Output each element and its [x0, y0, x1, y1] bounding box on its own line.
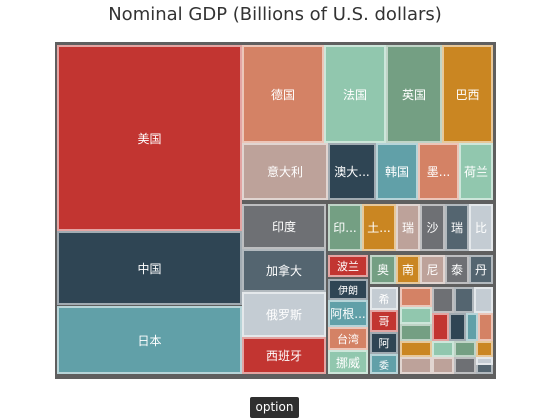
- treemap-tile[interactable]: 中国: [57, 231, 242, 305]
- treemap-tile[interactable]: [432, 287, 454, 313]
- treemap-tile[interactable]: 英国: [386, 45, 442, 143]
- treemap-tile[interactable]: 德国: [242, 45, 324, 143]
- treemap-tile[interactable]: 瑞: [445, 204, 469, 251]
- treemap-tile[interactable]: [400, 287, 432, 307]
- treemap-plot-area: 美国 中国 日本 德国 法国 英国 巴西意大利 澳大... 韩国 墨... 荷兰印度 印... 土...…: [55, 42, 496, 379]
- treemap-tile[interactable]: 哥: [370, 310, 398, 332]
- treemap-tile[interactable]: 印...: [328, 204, 362, 251]
- treemap-tile[interactable]: 荷兰: [459, 143, 493, 200]
- treemap-tile[interactable]: 阿根...: [328, 300, 368, 327]
- treemap-tile[interactable]: [449, 313, 466, 341]
- treemap-tile[interactable]: 澳大...: [328, 143, 376, 200]
- treemap-tile[interactable]: [466, 313, 478, 341]
- treemap-tile[interactable]: 巴西: [442, 45, 493, 143]
- treemap-tile[interactable]: 委: [370, 354, 398, 374]
- treemap-tile[interactable]: 韩国: [376, 143, 418, 200]
- treemap-tile[interactable]: [432, 313, 449, 341]
- treemap-tile[interactable]: 西班牙: [242, 337, 326, 374]
- treemap-tile[interactable]: 希: [370, 287, 398, 310]
- treemap-tile[interactable]: [432, 357, 454, 374]
- treemap-tile[interactable]: [400, 341, 432, 357]
- treemap-tile[interactable]: [476, 341, 493, 357]
- treemap-tile[interactable]: 沙: [420, 204, 445, 251]
- treemap-tile[interactable]: 奥: [370, 255, 396, 284]
- treemap-tile[interactable]: 日本: [57, 306, 242, 374]
- treemap-tile[interactable]: 墨...: [418, 143, 459, 200]
- treemap-tile[interactable]: 伊朗: [328, 279, 368, 300]
- treemap-tile[interactable]: 意大利: [242, 143, 328, 200]
- treemap-tile[interactable]: [454, 341, 476, 357]
- treemap-tile[interactable]: 尼: [420, 255, 445, 284]
- treemap-tile[interactable]: 丹: [469, 255, 493, 284]
- treemap-tile[interactable]: 波兰: [328, 255, 368, 277]
- treemap-tile[interactable]: 美国: [57, 45, 242, 231]
- option-button[interactable]: option: [250, 397, 299, 418]
- treemap-tile[interactable]: [476, 357, 493, 365]
- chart-title: Nominal GDP (Billions of U.S. dollars): [108, 4, 442, 25]
- treemap-tile[interactable]: 挪威: [328, 350, 368, 374]
- treemap-tile[interactable]: 法国: [324, 45, 386, 143]
- treemap-tile[interactable]: 泰: [445, 255, 469, 284]
- treemap-tile[interactable]: 阿: [370, 332, 398, 354]
- treemap-tile[interactable]: [432, 341, 454, 357]
- treemap-tile[interactable]: [478, 313, 493, 341]
- treemap-tile[interactable]: [400, 357, 432, 374]
- treemap-tile[interactable]: [454, 287, 474, 313]
- treemap-tile[interactable]: 俄罗斯: [242, 292, 326, 337]
- treemap-tile[interactable]: 土...: [362, 204, 396, 251]
- treemap-tile[interactable]: [474, 287, 493, 313]
- treemap-tile[interactable]: 比: [469, 204, 493, 251]
- treemap-tile[interactable]: [400, 324, 432, 341]
- treemap-tile[interactable]: [400, 307, 432, 324]
- treemap-tile[interactable]: 瑞: [396, 204, 420, 251]
- treemap-tile[interactable]: 加拿大: [242, 249, 326, 292]
- treemap-tile[interactable]: 南: [396, 255, 420, 284]
- treemap-tile[interactable]: 台湾: [328, 327, 368, 350]
- treemap-tile[interactable]: 印度: [242, 204, 326, 249]
- treemap-tile[interactable]: [454, 357, 476, 374]
